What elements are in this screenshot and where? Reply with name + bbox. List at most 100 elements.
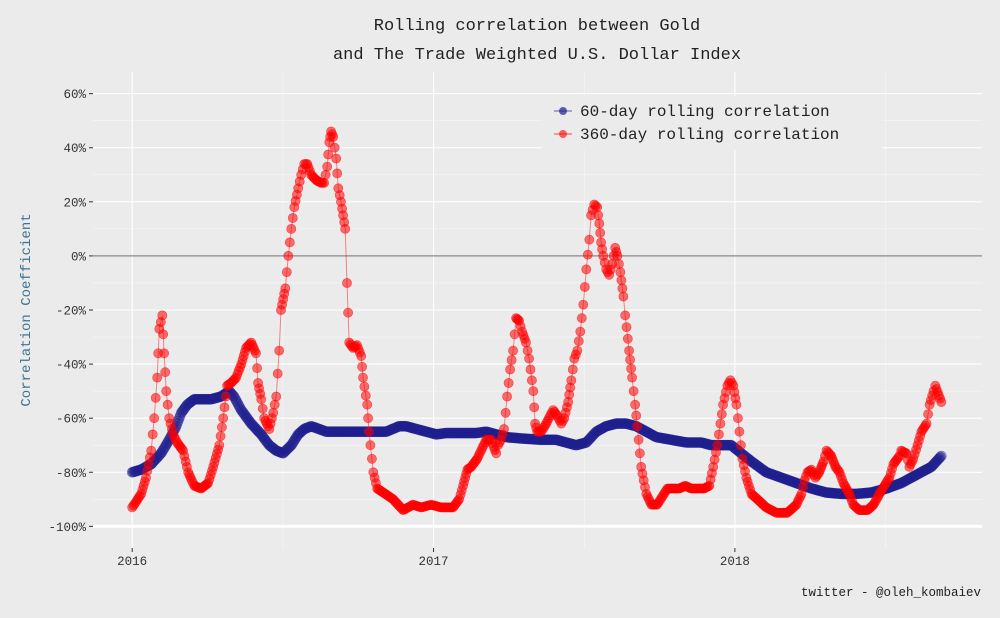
data-point	[936, 397, 947, 407]
data-point	[162, 399, 173, 410]
data-point	[614, 259, 624, 269]
y-tick-label: 20%	[63, 196, 86, 210]
data-point	[622, 333, 633, 344]
y-tick-label: -100%	[48, 521, 86, 535]
data-point	[715, 418, 726, 429]
data-point	[156, 446, 168, 458]
data-point	[712, 440, 723, 451]
legend-key-point	[559, 130, 567, 138]
data-point	[714, 429, 724, 440]
y-tick-label: 60%	[63, 88, 86, 102]
data-point	[621, 322, 632, 332]
data-point	[731, 399, 742, 410]
data-point	[625, 354, 635, 365]
y-axis-label: Correlation Coefficient	[19, 213, 35, 406]
data-point	[359, 381, 370, 392]
data-point	[219, 402, 230, 413]
data-point	[214, 440, 225, 451]
legend-key-point	[559, 107, 567, 115]
data-point	[149, 413, 160, 424]
x-axis: 2016 2017 2018	[117, 548, 750, 569]
data-point	[576, 313, 587, 323]
data-point	[216, 422, 227, 433]
legend-label: 360-day rolling correlation	[580, 126, 839, 144]
data-point	[503, 378, 514, 388]
y-tick-label: -40%	[56, 359, 87, 373]
y-tick-label: -20%	[56, 305, 87, 319]
data-point	[158, 442, 170, 454]
data-point	[220, 391, 231, 402]
data-point	[592, 202, 603, 213]
data-point	[252, 363, 262, 373]
data-point	[502, 391, 512, 402]
data-point	[157, 444, 169, 456]
caption: twitter - @oleh_kombaiev	[801, 586, 982, 600]
data-point	[269, 399, 280, 410]
data-point	[716, 409, 727, 419]
data-point	[505, 364, 515, 375]
legend: 60-day rolling correlation 360-day rolli…	[542, 96, 882, 150]
data-point	[632, 421, 643, 432]
data-point	[362, 399, 373, 410]
data-point	[624, 345, 634, 356]
data-point	[360, 390, 371, 401]
data-point	[155, 447, 167, 459]
data-point	[506, 355, 517, 365]
data-point	[499, 424, 509, 434]
data-point	[257, 403, 268, 414]
legend-item-60-day: 60-day rolling correlation	[554, 103, 830, 121]
data-point	[491, 448, 502, 459]
data-point	[508, 345, 518, 356]
data-point	[363, 413, 373, 424]
data-point	[340, 223, 351, 234]
data-point	[343, 307, 353, 318]
data-point	[733, 413, 743, 424]
data-point	[356, 351, 367, 361]
data-point	[617, 283, 628, 294]
legend-background	[542, 96, 882, 150]
data-point	[161, 386, 172, 396]
data-point	[923, 409, 933, 419]
data-point	[736, 440, 746, 451]
data-point	[575, 326, 586, 337]
data-point	[635, 448, 645, 459]
legend-label: 60-day rolling correlation	[580, 103, 830, 121]
data-point	[630, 399, 640, 410]
data-point	[268, 407, 279, 418]
data-point	[152, 372, 163, 383]
chart-title: Rolling correlation between Gold	[374, 17, 700, 36]
data-point	[157, 310, 168, 321]
data-point	[579, 282, 590, 292]
data-point	[524, 353, 534, 364]
data-point	[272, 368, 283, 379]
data-point	[281, 267, 292, 277]
data-point	[323, 149, 334, 160]
data-point	[286, 223, 297, 234]
data-point	[358, 372, 368, 383]
data-point	[150, 392, 161, 403]
x-tick-label: 2017	[419, 555, 449, 569]
data-point	[612, 250, 623, 261]
data-point	[528, 386, 539, 396]
data-point	[616, 275, 627, 286]
data-point	[595, 227, 606, 238]
data-point	[329, 142, 340, 153]
data-point	[287, 213, 298, 223]
data-point	[633, 434, 644, 445]
data-point	[342, 278, 352, 288]
data-point	[256, 394, 267, 405]
series-360-day	[127, 126, 947, 518]
data-point	[500, 407, 511, 418]
legend-item-360-day: 360-day rolling correlation	[554, 126, 839, 144]
data-point	[218, 413, 229, 424]
data-point	[159, 348, 169, 359]
data-point	[578, 299, 589, 310]
data-point	[160, 367, 171, 378]
data-point	[631, 410, 642, 421]
data-point	[284, 237, 295, 248]
x-tick-label: 2018	[720, 555, 750, 569]
x-tick-label: 2016	[117, 555, 147, 569]
data-point	[271, 391, 282, 402]
data-point	[734, 426, 745, 437]
data-point	[159, 441, 171, 452]
